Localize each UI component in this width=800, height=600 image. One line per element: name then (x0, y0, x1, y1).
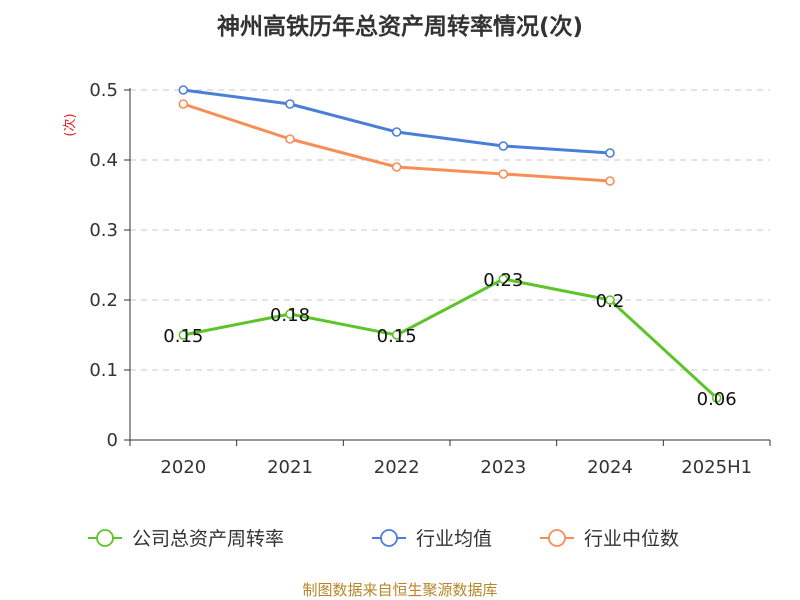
y-tick-label: 0.4 (89, 150, 118, 171)
data-label: 0.2 (596, 291, 625, 312)
x-tick-label: 2020 (160, 457, 206, 478)
y-tick-label: 0.1 (89, 360, 118, 381)
data-label: 0.18 (270, 305, 310, 326)
legend-label-2: 行业中位数 (584, 528, 679, 550)
source-note: 制图数据来自恒生聚源数据库 (302, 581, 497, 599)
legend: 公司总资产周转率 行业均值 行业中位数 (88, 528, 679, 550)
data-point-1 (605, 148, 615, 158)
legend-marker-1 (380, 529, 398, 547)
gridlines (130, 89, 770, 371)
data-label: 0.15 (163, 326, 203, 347)
data-point-0 (498, 274, 509, 284)
data-point-0 (711, 393, 722, 403)
data-label: 0.15 (377, 326, 417, 347)
legend-marker-0 (96, 529, 114, 547)
data-point-0 (285, 309, 295, 319)
data-point-0 (391, 330, 402, 340)
x-tick-label: 2022 (374, 457, 420, 478)
data-point-0 (605, 295, 615, 305)
data-point-2 (285, 134, 295, 144)
data-point-1 (391, 127, 402, 137)
data-point-1 (285, 99, 295, 109)
data-point-2 (498, 169, 509, 179)
legend-marker-2 (548, 529, 566, 547)
legend-label-0: 公司总资产周转率 (132, 528, 284, 550)
data-point-2 (178, 99, 189, 109)
chart-title: 神州高铁历年总资产周转率情况(次) (217, 13, 583, 40)
data-point-0 (178, 330, 189, 340)
data-point-1 (498, 141, 509, 151)
data-label: 0.06 (697, 389, 737, 410)
data-point-2 (605, 176, 615, 186)
plot-area: 0.15 0.18 0.15 0.23 0.2 0.06 (163, 85, 737, 410)
y-axis-label: (次) (62, 113, 78, 136)
x-tick-label: 2025H1 (681, 457, 752, 478)
y-tick-label: 0.5 (89, 80, 118, 101)
series-line-0 (183, 277, 718, 400)
series-line-1 (183, 88, 611, 155)
y-tick-label: 0.3 (89, 220, 118, 241)
y-tick-label: 0.2 (89, 290, 118, 311)
data-point-2 (391, 162, 402, 172)
legend-label-1: 行业均值 (416, 528, 492, 550)
x-tick-label: 2021 (267, 457, 313, 478)
x-tick-label: 2024 (587, 457, 633, 478)
axes: 0 0.1 0.2 0.3 0.4 0.5 2020 2021 2022 2023 2024 2025… (89, 80, 771, 478)
x-tick-label: 2023 (480, 457, 526, 478)
data-label: 0.23 (483, 270, 523, 291)
y-tick-label: 0 (107, 430, 118, 451)
data-point-1 (178, 85, 189, 95)
